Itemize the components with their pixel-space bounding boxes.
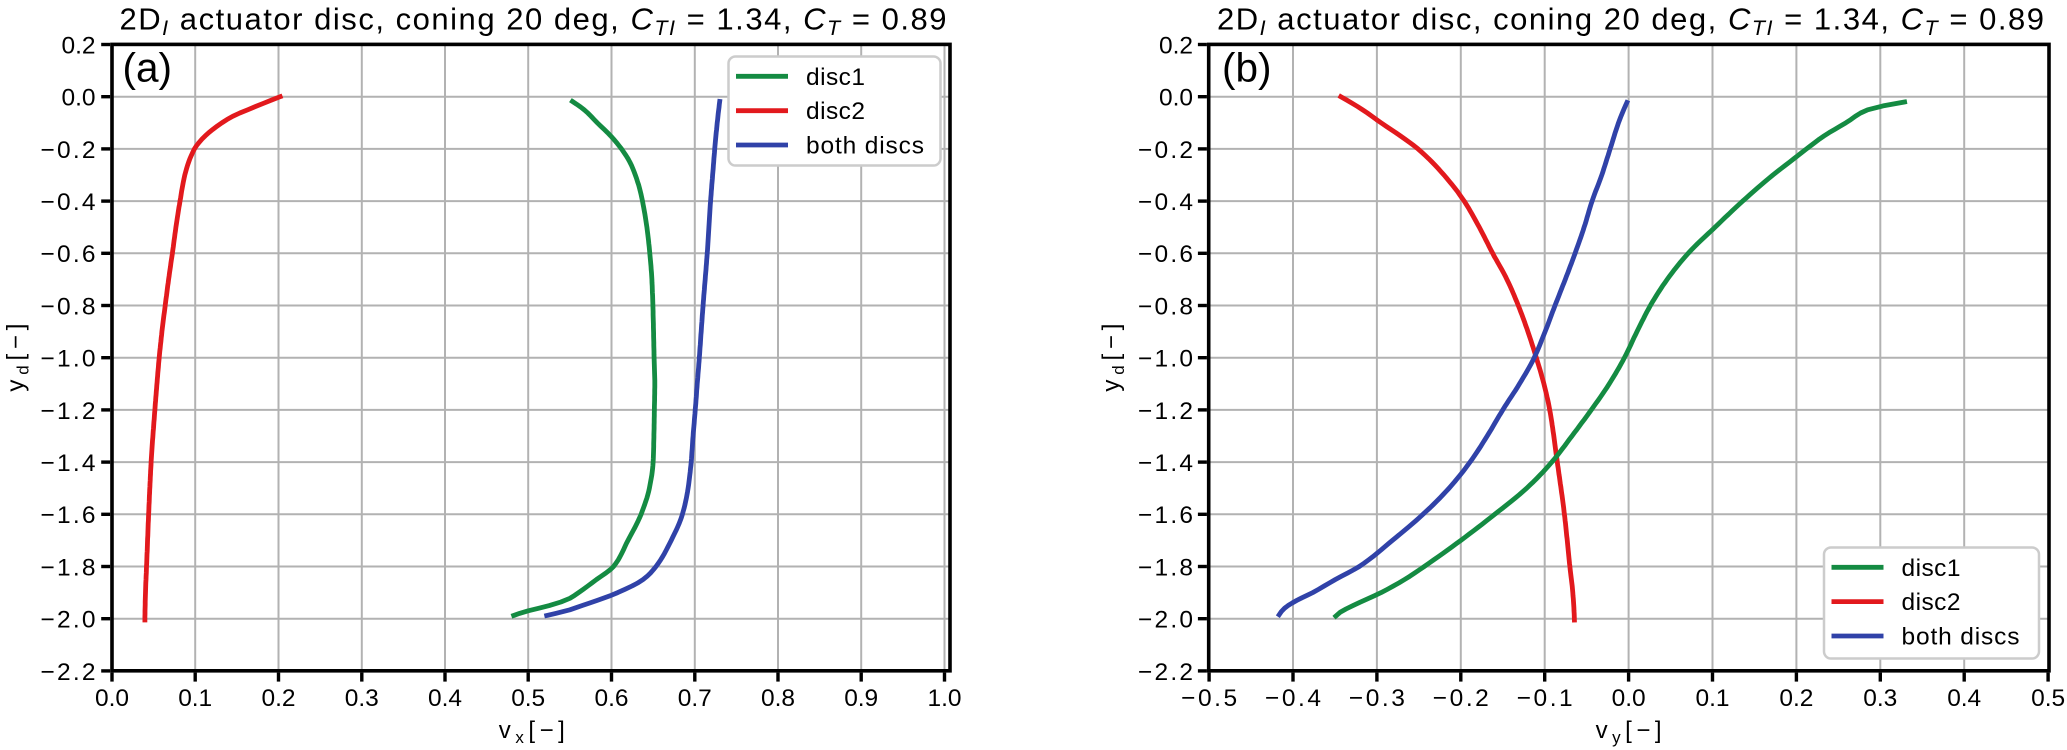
svg-text:0.7: 0.7 — [678, 685, 712, 712]
svg-text:−0.3: −0.3 — [1349, 685, 1405, 712]
svg-text:−1.8: −1.8 — [41, 554, 96, 581]
svg-text:(b): (b) — [1222, 45, 1272, 91]
svg-text:0.0: 0.0 — [62, 85, 96, 112]
svg-text:−1.4: −1.4 — [1138, 450, 1193, 477]
svg-text:0.0: 0.0 — [95, 685, 129, 712]
svg-text:disc1: disc1 — [1902, 555, 1961, 582]
svg-text:−0.2: −0.2 — [1138, 137, 1193, 164]
svg-text:0.5: 0.5 — [2031, 685, 2065, 712]
svg-text:−0.6: −0.6 — [41, 241, 96, 268]
svg-text:−1.8: −1.8 — [1138, 554, 1193, 581]
svg-text:0.0: 0.0 — [1612, 685, 1646, 712]
svg-text:−1.2: −1.2 — [1138, 398, 1193, 425]
svg-text:−2.0: −2.0 — [41, 607, 96, 634]
svg-text:0.1: 0.1 — [178, 685, 212, 712]
svg-text:−0.4: −0.4 — [1265, 685, 1321, 712]
svg-text:0.2: 0.2 — [1779, 685, 1813, 712]
svg-text:disc2: disc2 — [806, 98, 865, 125]
svg-text:2DI actuator disc, coning 20 d: 2DI actuator disc, coning 20 deg, CTI = … — [120, 2, 947, 41]
svg-text:−1.6: −1.6 — [41, 502, 96, 529]
svg-text:−1.0: −1.0 — [1138, 346, 1193, 373]
svg-text:1.0: 1.0 — [928, 685, 962, 712]
svg-text:disc1: disc1 — [806, 64, 865, 91]
svg-text:0.2: 0.2 — [1159, 32, 1193, 59]
svg-text:0.2: 0.2 — [62, 32, 96, 59]
svg-text:(a): (a) — [123, 45, 173, 91]
svg-text:−0.2: −0.2 — [1433, 685, 1489, 712]
svg-text:0.1: 0.1 — [1696, 685, 1730, 712]
svg-text:−2.2: −2.2 — [41, 659, 96, 686]
svg-text:−0.5: −0.5 — [1181, 685, 1237, 712]
svg-text:−0.2: −0.2 — [41, 137, 96, 164]
svg-text:0.4: 0.4 — [428, 685, 462, 712]
svg-text:−0.4: −0.4 — [1138, 189, 1193, 216]
svg-text:−0.8: −0.8 — [1138, 293, 1193, 320]
svg-text:both discs: both discs — [806, 133, 924, 160]
svg-text:−1.4: −1.4 — [41, 450, 96, 477]
svg-text:−1.0: −1.0 — [41, 346, 96, 373]
svg-text:2DI actuator disc, coning 20 d: 2DI actuator disc, coning 20 deg, CTI = … — [1217, 2, 2044, 41]
svg-text:both discs: both discs — [1902, 624, 2020, 651]
svg-text:0.2: 0.2 — [262, 685, 296, 712]
svg-text:−1.2: −1.2 — [41, 398, 96, 425]
svg-text:−0.4: −0.4 — [41, 189, 96, 216]
svg-text:0.3: 0.3 — [345, 685, 379, 712]
svg-text:−0.1: −0.1 — [1517, 685, 1573, 712]
svg-text:−0.6: −0.6 — [1138, 241, 1193, 268]
svg-text:−1.6: −1.6 — [1138, 502, 1193, 529]
svg-text:0.0: 0.0 — [1159, 85, 1193, 112]
svg-text:0.5: 0.5 — [511, 685, 545, 712]
svg-text:disc2: disc2 — [1902, 589, 1961, 616]
svg-text:0.8: 0.8 — [761, 685, 795, 712]
svg-text:0.9: 0.9 — [844, 685, 878, 712]
svg-text:−2.0: −2.0 — [1138, 607, 1193, 634]
svg-text:0.3: 0.3 — [1863, 685, 1897, 712]
svg-text:−2.2: −2.2 — [1138, 659, 1193, 686]
svg-text:−0.8: −0.8 — [41, 293, 96, 320]
svg-text:0.6: 0.6 — [595, 685, 629, 712]
svg-text:0.4: 0.4 — [1947, 685, 1981, 712]
